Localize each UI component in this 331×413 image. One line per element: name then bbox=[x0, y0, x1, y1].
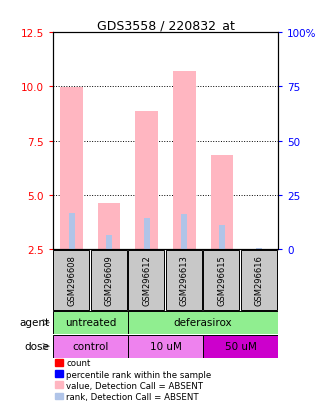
FancyBboxPatch shape bbox=[241, 250, 277, 310]
Bar bbox=[106, 235, 113, 249]
Bar bbox=[218, 225, 225, 249]
FancyBboxPatch shape bbox=[53, 335, 128, 358]
Text: deferasirox: deferasirox bbox=[174, 318, 232, 328]
Text: GSM296608: GSM296608 bbox=[67, 255, 76, 306]
Text: dose: dose bbox=[25, 342, 50, 351]
Bar bbox=[98, 204, 120, 249]
Bar bbox=[256, 248, 262, 249]
Text: control: control bbox=[72, 342, 109, 351]
Bar bbox=[61, 88, 83, 249]
Text: GSM296609: GSM296609 bbox=[105, 255, 114, 306]
Bar bbox=[69, 214, 75, 249]
Title: GDS3558 / 220832_at: GDS3558 / 220832_at bbox=[97, 19, 234, 32]
Text: GSM296612: GSM296612 bbox=[142, 255, 151, 306]
FancyBboxPatch shape bbox=[128, 250, 165, 310]
Text: 50 uM: 50 uM bbox=[225, 342, 257, 351]
Text: 10 uM: 10 uM bbox=[150, 342, 181, 351]
Text: untreated: untreated bbox=[65, 318, 116, 328]
FancyBboxPatch shape bbox=[166, 250, 202, 310]
FancyBboxPatch shape bbox=[203, 335, 278, 358]
Bar bbox=[181, 215, 187, 249]
FancyBboxPatch shape bbox=[53, 250, 89, 310]
Bar bbox=[144, 218, 150, 249]
FancyBboxPatch shape bbox=[203, 250, 239, 310]
FancyBboxPatch shape bbox=[53, 311, 128, 335]
Bar bbox=[135, 112, 158, 249]
Text: agent: agent bbox=[20, 318, 50, 328]
Bar bbox=[211, 155, 233, 249]
FancyBboxPatch shape bbox=[128, 311, 278, 335]
Bar bbox=[173, 72, 196, 249]
FancyBboxPatch shape bbox=[128, 335, 203, 358]
Legend: count, percentile rank within the sample, value, Detection Call = ABSENT, rank, : count, percentile rank within the sample… bbox=[55, 358, 212, 401]
Text: GSM296616: GSM296616 bbox=[255, 255, 264, 306]
FancyBboxPatch shape bbox=[91, 250, 127, 310]
Text: GSM296615: GSM296615 bbox=[217, 255, 226, 306]
Text: GSM296613: GSM296613 bbox=[180, 255, 189, 306]
